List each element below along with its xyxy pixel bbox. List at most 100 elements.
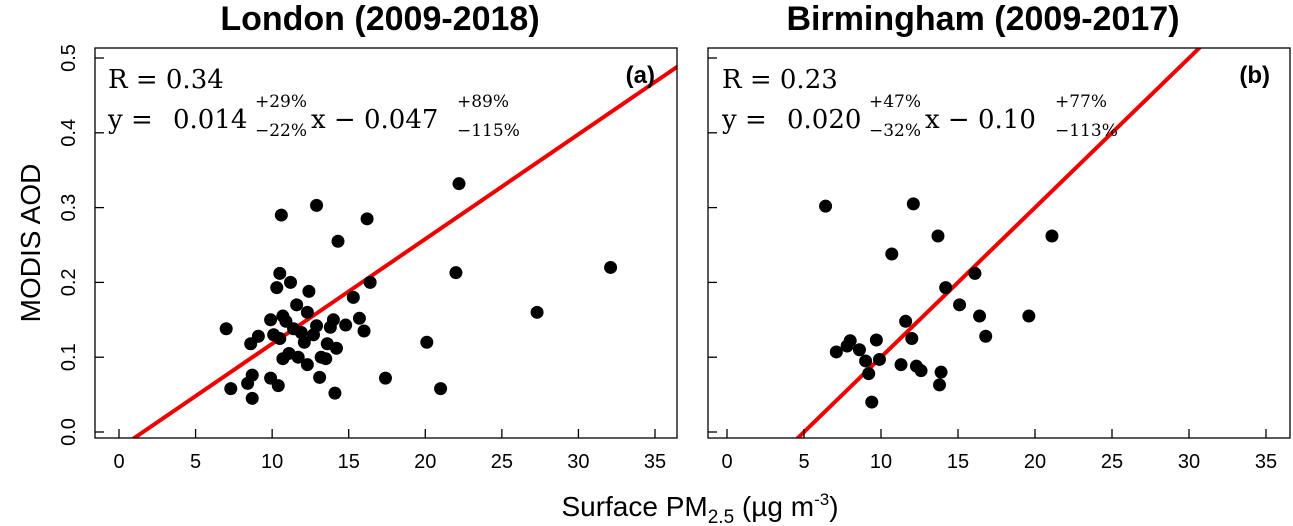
eq-slope-lower: −32% bbox=[869, 121, 921, 141]
data-point bbox=[934, 365, 948, 379]
data-point bbox=[905, 332, 919, 345]
data-point bbox=[273, 266, 287, 280]
data-point bbox=[290, 298, 304, 312]
data-point bbox=[271, 379, 285, 393]
x-tick-label: 25 bbox=[491, 451, 513, 473]
r-annotation: R = 0.34 bbox=[108, 65, 224, 95]
x-tick-label: 15 bbox=[338, 451, 360, 473]
data-point bbox=[449, 266, 463, 280]
y-tick-label: 0.4 bbox=[58, 119, 80, 147]
data-point bbox=[1045, 229, 1059, 243]
data-point bbox=[819, 199, 833, 213]
data-point bbox=[284, 275, 298, 289]
y-tick-label: 0.3 bbox=[58, 194, 80, 222]
y-tick-label: 0.0 bbox=[58, 418, 80, 446]
panel-label: (a) bbox=[626, 62, 655, 89]
eq-prefix: y = bbox=[107, 105, 153, 135]
points-layer bbox=[219, 177, 618, 405]
data-point bbox=[363, 275, 377, 289]
plot-frame bbox=[707, 47, 1291, 439]
x-tick-label: 0 bbox=[113, 451, 124, 473]
data-point bbox=[264, 313, 278, 327]
r-annotation: R = 0.23 bbox=[722, 65, 838, 95]
data-point bbox=[914, 364, 928, 378]
data-point bbox=[357, 324, 371, 338]
data-point bbox=[829, 345, 843, 359]
y-tick-label: 0.5 bbox=[58, 44, 80, 72]
x-axis-label-superscript: -3 bbox=[814, 490, 829, 509]
data-point bbox=[931, 229, 945, 243]
ticks-layer: 0 5 10 15 20 25 30 35 0.0 0.1 0.2 0.3 0.4 0.5 bbox=[58, 44, 666, 473]
data-point bbox=[378, 371, 392, 385]
data-point bbox=[906, 197, 920, 211]
data-point bbox=[973, 309, 987, 323]
data-point bbox=[270, 281, 284, 295]
x-tick-label: 25 bbox=[1101, 451, 1123, 473]
x-tick-label: 35 bbox=[1255, 451, 1277, 473]
x-tick-label: 35 bbox=[644, 451, 666, 473]
data-point bbox=[313, 370, 327, 384]
eq-middle: x − 0.047 bbox=[311, 105, 438, 135]
data-point bbox=[291, 350, 305, 364]
x-tick-label: 10 bbox=[261, 451, 283, 473]
data-point bbox=[310, 198, 324, 212]
data-point bbox=[310, 319, 324, 333]
x-axis-label-subscript: 2.5 bbox=[708, 507, 734, 526]
x-tick-label: 20 bbox=[1024, 451, 1046, 473]
panel-title: London (2009-2018) bbox=[220, 0, 539, 38]
panel-birmingham: Birmingham (2009-2017) 0 5 10 15 20 25 30 35 (b… bbox=[707, 0, 1291, 473]
x-tick-label: 5 bbox=[798, 451, 809, 473]
data-point bbox=[852, 343, 866, 357]
data-point bbox=[274, 208, 288, 222]
eq-middle: x − 0.10 bbox=[925, 105, 1036, 135]
fit-layer bbox=[130, 64, 677, 438]
eq-intercept-lower: −113% bbox=[1055, 121, 1118, 141]
data-point bbox=[331, 234, 345, 248]
panel-london: London (2009-2018) 0 5 10 15 20 25 30 350.00.10… bbox=[58, 0, 678, 473]
data-point bbox=[297, 335, 311, 349]
x-tick-label: 15 bbox=[947, 451, 969, 473]
data-point bbox=[843, 334, 857, 348]
data-point bbox=[302, 284, 316, 298]
fit-equation: y = 0.014 +29% −22% x − 0.047 +89% −115% bbox=[107, 92, 520, 141]
data-point bbox=[862, 367, 876, 381]
eq-slope-upper: +47% bbox=[869, 92, 921, 112]
data-point bbox=[420, 335, 434, 349]
x-tick-label: 5 bbox=[190, 451, 201, 473]
points-layer bbox=[819, 197, 1059, 409]
x-tick-label: 10 bbox=[870, 451, 892, 473]
y-axis-label: MODIS AOD bbox=[15, 164, 46, 323]
data-point bbox=[899, 314, 913, 328]
data-point bbox=[872, 352, 886, 366]
panel-title: Birmingham (2009-2017) bbox=[786, 0, 1179, 38]
data-point bbox=[245, 391, 259, 405]
x-axis-label-close: ) bbox=[829, 491, 838, 522]
data-point bbox=[224, 382, 238, 396]
data-point bbox=[933, 378, 947, 392]
x-tick-label: 30 bbox=[1178, 451, 1200, 473]
data-point bbox=[329, 341, 343, 355]
data-point bbox=[219, 322, 233, 336]
data-point bbox=[326, 313, 340, 327]
x-axis-label: Surface PM2.5 (µg m-3) bbox=[561, 490, 838, 526]
data-point bbox=[1022, 309, 1036, 323]
eq-intercept-upper: +77% bbox=[1055, 92, 1107, 112]
data-point bbox=[452, 177, 466, 191]
x-axis-label-main: Surface PM bbox=[561, 491, 707, 522]
data-point bbox=[434, 382, 448, 396]
eq-slope-lower: −22% bbox=[255, 121, 307, 141]
data-point bbox=[979, 329, 993, 343]
data-point bbox=[530, 305, 544, 319]
data-point bbox=[604, 260, 618, 274]
data-point bbox=[859, 354, 873, 368]
panel-label: (b) bbox=[1239, 62, 1270, 89]
data-point bbox=[300, 358, 314, 372]
data-point bbox=[968, 266, 982, 280]
x-tick-label: 30 bbox=[567, 451, 589, 473]
ticks-layer: 0 5 10 15 20 25 30 35 bbox=[708, 57, 1277, 473]
fit-equation: y = 0.020 +47% −32% x − 0.10 +77% −113% bbox=[721, 92, 1118, 141]
eq-slope: 0.020 bbox=[787, 105, 861, 135]
eq-prefix: y = bbox=[721, 105, 767, 135]
x-tick-label: 0 bbox=[721, 451, 732, 473]
